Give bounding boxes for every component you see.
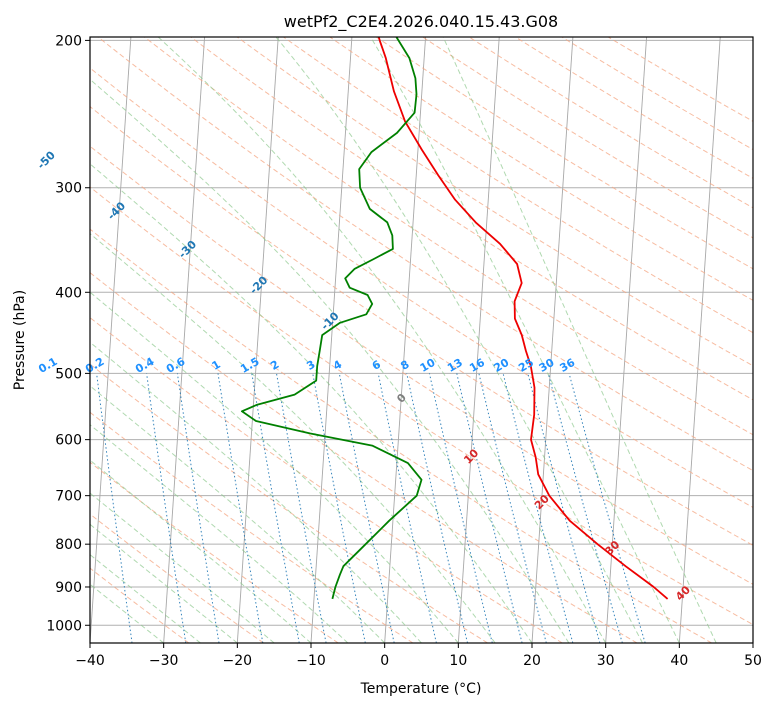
y-tick-label: 500 (55, 366, 82, 382)
dry-adiabat (90, 186, 753, 626)
mixing-ratio-line (338, 373, 395, 643)
moist-adiabat (442, 37, 717, 643)
isotherm-line (384, 37, 427, 643)
dry-adiabat (90, 411, 414, 643)
isotherm-line (457, 37, 500, 643)
x-tick-label: 30 (597, 653, 615, 669)
dry-adiabat (90, 363, 488, 643)
x-tick-label: −20 (223, 653, 253, 669)
dry-adiabat (375, 37, 753, 270)
dry-adiabat (189, 37, 753, 401)
moist-adiabat (90, 424, 349, 643)
y-tick-label: 800 (55, 537, 82, 553)
x-tick-label: −30 (149, 653, 179, 669)
dry-adiabat (236, 37, 753, 367)
y-tick-label: 700 (55, 489, 82, 505)
mixing-ratio-line (377, 373, 437, 643)
y-axis-label: Pressure (hPa) (12, 290, 28, 390)
dry-adiabat (282, 37, 753, 334)
moist-adiabat (90, 163, 533, 643)
x-axis-label: Temperature (°C) (360, 681, 482, 697)
x-tick-label: 20 (523, 653, 541, 669)
y-tick-label: 600 (55, 433, 82, 449)
dewpoint-profile (240, 37, 423, 600)
x-tick-label: −40 (75, 653, 105, 669)
x-tick-label: 10 (449, 653, 467, 669)
isotherm-line (605, 37, 648, 643)
moist-adiabat (275, 37, 643, 643)
x-tick-label: 40 (670, 653, 688, 669)
moist-adiabat (90, 291, 459, 643)
dry-adiabat (90, 272, 638, 643)
temperature-profile (377, 37, 669, 600)
axes: −40−30−20−100102030405010020030040050060… (46, 33, 762, 669)
mixing-ratio-line (406, 373, 468, 643)
isotherm-line (752, 636, 753, 643)
moist-adiabat (90, 459, 312, 643)
dry-adiabat (97, 37, 753, 472)
mixing-ratio-line (312, 373, 366, 643)
mixing-ratio-line (251, 373, 300, 643)
dry-adiabat (90, 67, 753, 509)
dry-adiabat (90, 567, 190, 643)
mixing-ratio-line (568, 373, 646, 643)
moist-adiabat (90, 341, 422, 643)
background-lines (50, 37, 753, 643)
x-tick-label: −10 (296, 653, 326, 669)
y-tick-label: 300 (55, 181, 82, 197)
isotherm-label: -50 (35, 148, 58, 171)
dry-adiabat (90, 145, 753, 585)
mixing-ratio-line (50, 373, 82, 643)
isotherm-line (236, 37, 279, 643)
y-tick-label: 200 (55, 33, 82, 49)
chart-title: wetPf2_C2E4.2026.040.15.43.G08 (284, 12, 558, 32)
dry-adiabat (90, 317, 563, 643)
mixing-ratio-line (276, 373, 327, 643)
x-tick-label: 0 (380, 653, 389, 669)
isotherm-line (678, 37, 721, 643)
moist-adiabat (157, 37, 607, 643)
plot-frame (89, 36, 754, 644)
dry-adiabat (90, 228, 712, 643)
y-tick-label: 900 (55, 580, 82, 596)
moist-adiabat (90, 385, 386, 643)
dry-adiabat (560, 37, 753, 151)
x-tick-label: 50 (744, 653, 762, 669)
profile-lines (240, 37, 669, 600)
dry-adiabat (421, 37, 753, 239)
moist-adiabat (90, 232, 496, 643)
isotherm-line (163, 37, 206, 643)
y-tick-label: 1000 (46, 618, 82, 634)
y-tick-label: 400 (55, 285, 82, 301)
isotherm-line (531, 37, 574, 643)
mixing-ratio-line (547, 373, 623, 643)
